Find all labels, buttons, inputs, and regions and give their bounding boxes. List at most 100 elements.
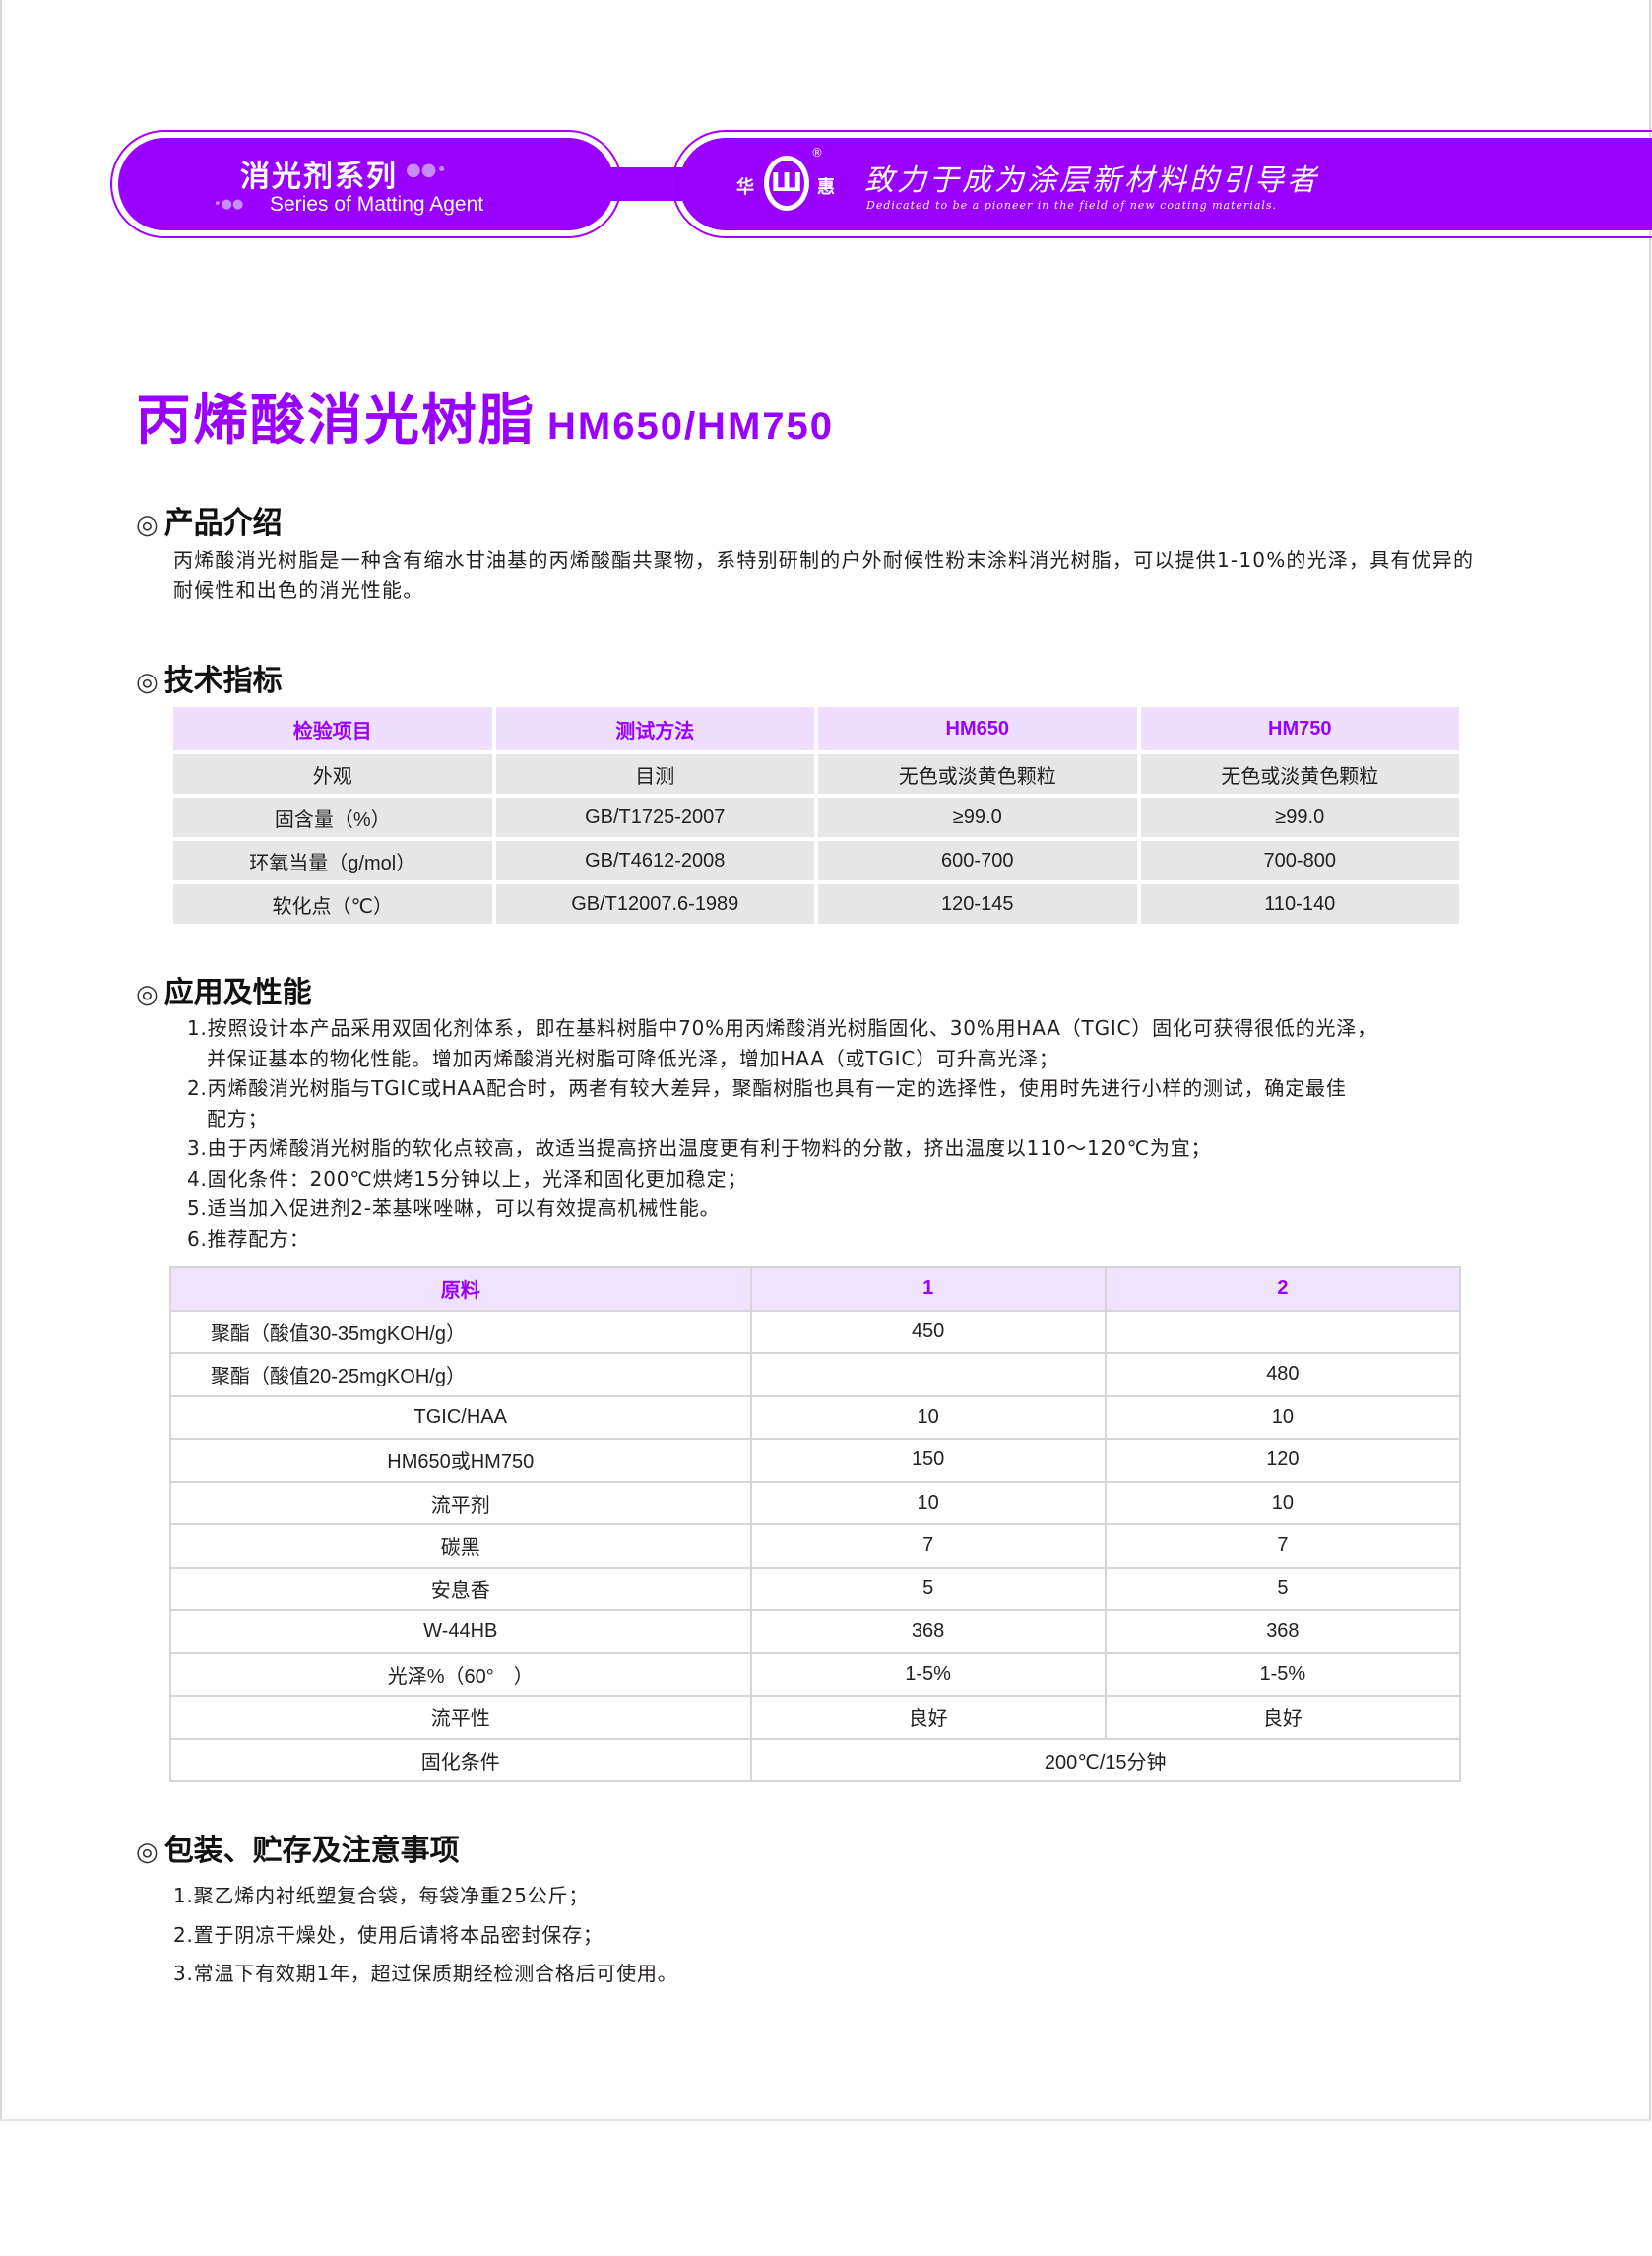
cell: 外观 (173, 754, 492, 794)
cell: 368 (749, 1609, 1107, 1654)
list-item: 3.由于丙烯酸消光树脂的软化点较高，故适当提高挤出温度更有利于物料的分散，挤出温… (187, 1136, 1212, 1160)
list-item: 配方； (207, 1106, 269, 1130)
table-row: 固含量（%） GB/T1725-2007 ≥99.0 ≥99.0 (173, 798, 1459, 837)
cell: 1-5% (749, 1651, 1107, 1697)
header-cell: 检验项目 (173, 707, 492, 750)
table-row: 聚酯（酸值20-25mgKOH/g） 480 (169, 1352, 1462, 1397)
cell: 700-800 (1140, 841, 1459, 880)
logo-char-right: 惠 (817, 177, 835, 198)
header-cell: 测试方法 (495, 707, 814, 750)
cell: 480 (1104, 1352, 1462, 1397)
packaging-list: 1.聚乙烯内衬纸塑复合袋，每袋净重25公斤； 2.置于阴凉干燥处，使用后请将本品… (173, 1877, 1493, 1994)
cell: 聚酯（酸值30-35mgKOH/g） (169, 1309, 752, 1354)
table-row: 聚酯（酸值30-35mgKOH/g） 450 (169, 1309, 1462, 1354)
formula-table: 原料 1 2 聚酯（酸值30-35mgKOH/g） 450 聚酯（酸值20-25m… (169, 1266, 1462, 1782)
series-pill (110, 130, 622, 238)
cell: 120-145 (818, 884, 1137, 924)
section-heading-application: ◎ 应用及性能 (136, 968, 312, 1011)
series-title: 消光剂系列 (240, 160, 398, 194)
cell (749, 1352, 1107, 1397)
title-cn: 丙烯酸消光树脂 (136, 389, 536, 453)
cell: 10 (749, 1480, 1107, 1525)
table-row: 光泽%（60° ） 1-5% 1-5% (169, 1651, 1462, 1697)
table-row: 安息香 5 5 (169, 1566, 1462, 1611)
table-row: 固化条件 200℃/15分钟 (169, 1737, 1461, 1782)
molecule-dots-icon: ●●• (406, 160, 448, 180)
list-item: 1.按照设计本产品采用双固化剂体系，即在基料树脂中70%用丙烯酸消光树脂固化、3… (187, 1016, 1377, 1040)
cell: ≥99.0 (1140, 798, 1459, 837)
double-circle-icon: ◎ (136, 980, 159, 1009)
series-subtitle: Series of Matting Agent (270, 193, 484, 216)
list-item: 3.常温下有效期1年，超过保质期经检测合格后可使用。 (173, 1962, 678, 1985)
cell: 软化点（℃） (173, 884, 492, 924)
cell: 固含量（%） (173, 798, 492, 837)
cell: 流平剂 (169, 1480, 752, 1525)
cell: W-44HB (169, 1609, 752, 1654)
cell: 110-140 (1140, 884, 1459, 924)
heading-text: 应用及性能 (163, 976, 312, 1010)
slogan-cn: 致力于成为涂层新材料的引导者 (864, 163, 1319, 198)
cell: 7 (749, 1523, 1107, 1569)
logo-char-left: 华 (736, 177, 754, 198)
table-row: 环氧当量（g/mol） GB/T4612-2008 600-700 700-800 (173, 841, 1459, 880)
list-item: 2.丙烯酸消光树脂与TGIC或HAA配合时，两者有较大差异，聚酯树脂也具有一定的… (187, 1076, 1347, 1100)
cell: 5 (749, 1566, 1107, 1611)
cell: 良好 (749, 1695, 1107, 1740)
header-cell: 原料 (169, 1266, 752, 1312)
list-item: 5.适当加入促进剂2-苯基咪唑啉，可以有效提高机械性能。 (187, 1196, 721, 1220)
table-row: HM650或HM750 150 120 (169, 1438, 1462, 1483)
table-row: W-44HB 368 368 (169, 1609, 1462, 1654)
cell: 600-700 (818, 841, 1137, 880)
table-row: TGIC/HAA 10 10 (169, 1394, 1462, 1440)
application-list: 1.按照设计本产品采用双固化剂体系，即在基料树脂中70%用丙烯酸消光树脂固化、3… (187, 1013, 1506, 1254)
cell: 碳黑 (169, 1523, 752, 1569)
cell: 流平性 (169, 1695, 752, 1740)
table-header-row: 检验项目 测试方法 HM650 HM750 (173, 707, 1459, 750)
section-heading-packaging: ◎ 包装、贮存及注意事项 (136, 1826, 460, 1869)
table-row: 流平性 良好 良好 (169, 1695, 1462, 1740)
cell: 光泽%（60° ） (169, 1651, 752, 1697)
heading-text: 产品介绍 (163, 506, 283, 541)
cell: HM650或HM750 (169, 1438, 752, 1483)
table-row: 流平剂 10 10 (169, 1480, 1462, 1525)
slogan-en: Dedicated to be a pioneer in the field o… (866, 199, 1278, 212)
cell: 7 (1104, 1523, 1462, 1569)
header-cell: HM650 (818, 707, 1137, 750)
page-frame (0, 0, 1651, 2121)
heading-text: 包装、贮存及注意事项 (163, 1834, 460, 1868)
title-model: HM650/HM750 (547, 405, 835, 448)
logo-emblem-icon: Ш (764, 156, 809, 211)
cell: 良好 (1104, 1695, 1462, 1740)
section-heading-specs: ◎ 技术指标 (136, 656, 283, 699)
registered-mark: ® (811, 146, 823, 160)
cell: ≥99.0 (818, 798, 1137, 837)
cell: TGIC/HAA (169, 1394, 752, 1440)
cell: 目测 (495, 754, 814, 794)
cell: 150 (749, 1438, 1107, 1483)
cell: 环氧当量（g/mol） (173, 841, 492, 880)
cell: 120 (1104, 1438, 1462, 1483)
cell: GB/T12007.6-1989 (495, 884, 814, 924)
cell: 固化条件 (169, 1737, 752, 1782)
cell: 1-5% (1104, 1651, 1462, 1697)
table-row: 碳黑 7 7 (169, 1523, 1462, 1569)
cell: 10 (1104, 1394, 1462, 1440)
list-item: 2.置于阴凉干燥处，使用后请将本品密封保存； (173, 1922, 604, 1947)
cell: 聚酯（酸值20-25mgKOH/g） (169, 1352, 752, 1397)
section-heading-intro: ◎ 产品介绍 (136, 498, 283, 542)
cell: 安息香 (169, 1566, 752, 1611)
header-banner: 消光剂系列 ●●• •●● Series of Matting Agent 华 … (110, 130, 1652, 238)
cell: 450 (749, 1309, 1107, 1354)
intro-text: 丙烯酸消光树脂是一种含有缩水甘油基的丙烯酸酯共聚物，系特别研制的户外耐候性粉末涂… (173, 548, 1475, 602)
cell: 10 (1104, 1480, 1462, 1525)
table-row: 外观 目测 无色或淡黄色颗粒 无色或淡黄色颗粒 (173, 754, 1459, 794)
cell (1104, 1309, 1462, 1354)
double-circle-icon: ◎ (136, 510, 159, 540)
company-logo: 华 Ш ® 惠 (736, 146, 835, 217)
slogan-band (671, 130, 1652, 238)
specs-table: 检验项目 测试方法 HM650 HM750 外观 目测 无色或淡黄色颗粒 无色或淡黄色颗粒 … (169, 703, 1463, 928)
list-item: 并保证基本的物化性能。增加丙烯酸消光树脂可降低光泽，增加HAA（或TGIC）可升… (207, 1046, 1059, 1070)
molecule-dots-icon: •●● (214, 197, 244, 212)
cell: 5 (1104, 1566, 1462, 1611)
cell: GB/T1725-2007 (495, 798, 814, 837)
